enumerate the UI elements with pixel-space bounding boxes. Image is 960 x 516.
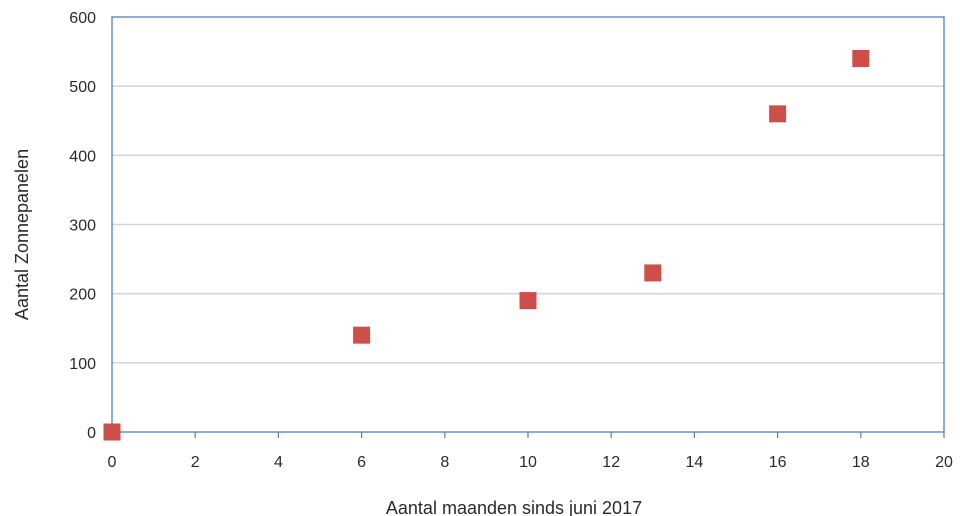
x-tick-label: 6: [357, 454, 366, 471]
y-tick-label: 200: [69, 287, 96, 304]
gridlines: [112, 85, 944, 364]
data-point: [852, 50, 870, 67]
data-point: [519, 292, 537, 310]
x-axis-title: Aantal maanden sinds juni 2017: [386, 498, 642, 516]
y-axis-title: Aantal Zonnepanelen: [12, 149, 32, 320]
x-tick-label: 0: [108, 454, 117, 471]
x-tick-label: 4: [274, 454, 283, 471]
y-axis-ticks: 0 100 200 300 400 500 600: [69, 10, 96, 442]
x-tick-label: 10: [519, 454, 537, 471]
data-point: [644, 264, 662, 282]
data-point: [103, 423, 121, 441]
y-tick-label: 600: [69, 10, 96, 27]
data-point: [769, 105, 787, 123]
x-tick-label: 14: [686, 454, 704, 471]
y-tick-label: 500: [69, 79, 96, 96]
y-tick-label: 0: [87, 425, 96, 442]
x-tick-label: 8: [440, 454, 449, 471]
x-tick-label: 20: [935, 454, 953, 471]
y-tick-label: 400: [69, 148, 96, 165]
y-tick-label: 300: [69, 218, 96, 235]
y-tick-label: 100: [69, 356, 96, 373]
x-tick-label: 18: [852, 454, 870, 471]
x-tick-label: 2: [191, 454, 200, 471]
data-points: [103, 50, 870, 441]
x-tick-label: 12: [602, 454, 620, 471]
data-point: [353, 326, 371, 344]
x-tick-label: 16: [769, 454, 787, 471]
x-axis-ticks: 0 2 4 6 8 10 12 14 16 18 20: [108, 432, 953, 471]
